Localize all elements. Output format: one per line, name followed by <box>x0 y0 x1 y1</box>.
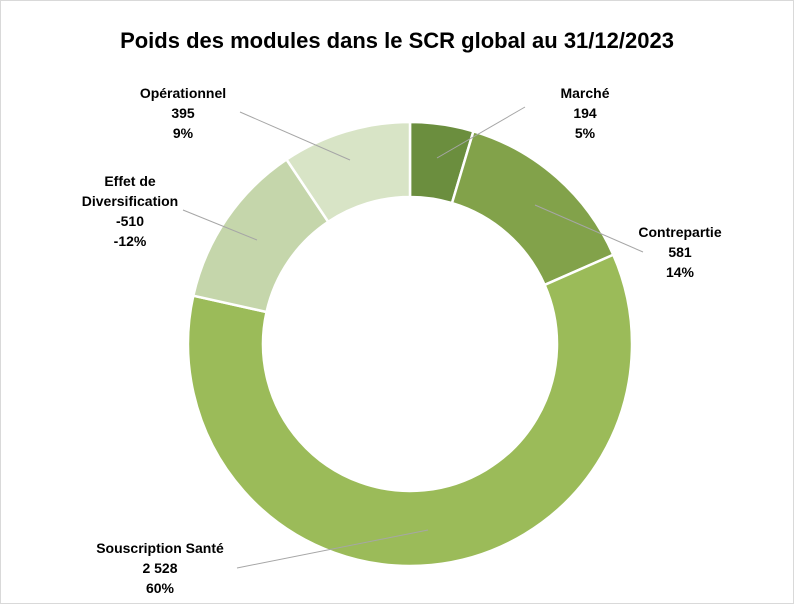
value-label: 194 <box>573 105 597 121</box>
data-label: Contrepartie 581 14% <box>625 222 735 282</box>
value-label: -510 <box>115 213 145 229</box>
value-label: 581 <box>668 244 692 260</box>
chart-title: Poids des modules dans le SCR global au … <box>120 28 674 53</box>
data-label: Marché 194 5% <box>540 83 630 143</box>
data-label: Effet de Diversification -510 -12% <box>75 171 185 251</box>
percentage-label: 5% <box>574 125 596 141</box>
leader-line <box>239 111 351 161</box>
donut-segment <box>186 253 634 568</box>
category-label: Effet de Diversification <box>81 173 179 209</box>
value-label: 2 528 <box>142 560 178 576</box>
percentage-label: -12% <box>113 233 147 249</box>
category-label: Marché <box>560 85 610 101</box>
leader-line <box>436 106 526 159</box>
value-label: 395 <box>171 105 195 121</box>
category-label: Contrepartie <box>638 224 722 240</box>
percentage-label: 60% <box>145 580 175 596</box>
percentage-label: 14% <box>665 264 695 280</box>
percentage-label: 9% <box>172 125 194 141</box>
category-label: Opérationnel <box>139 85 227 101</box>
leader-line <box>534 204 644 253</box>
donut-segment <box>450 129 615 287</box>
data-label: Opérationnel 395 9% <box>128 83 238 143</box>
leader-line <box>182 209 258 241</box>
donut-segment <box>284 120 412 224</box>
leader-line <box>236 529 429 569</box>
data-label: Souscription Santé 2 528 60% <box>80 538 240 598</box>
category-label: Souscription Santé <box>96 540 224 556</box>
